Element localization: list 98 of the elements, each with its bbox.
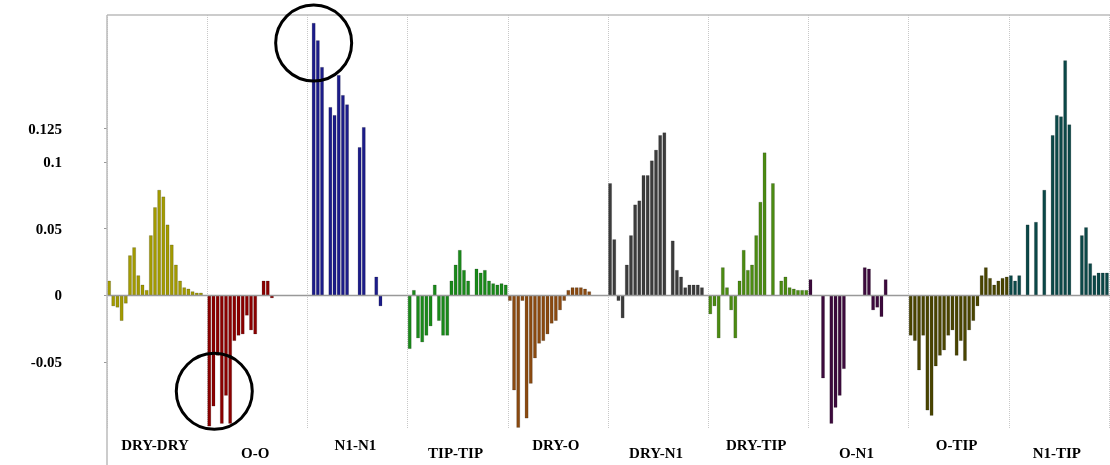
bar — [917, 295, 921, 371]
bar — [1034, 222, 1038, 296]
bar — [700, 287, 704, 296]
x-tick-label: DRY-TIP — [725, 436, 787, 453]
bar — [800, 290, 804, 296]
bar — [783, 276, 788, 296]
bar — [796, 290, 800, 296]
bar — [240, 295, 245, 335]
bar — [270, 295, 274, 299]
bar — [583, 288, 587, 296]
bar — [808, 279, 813, 296]
bar — [328, 107, 333, 296]
bar — [691, 284, 696, 296]
bar — [633, 204, 637, 296]
bar — [954, 295, 959, 356]
bar — [249, 295, 253, 331]
bar — [608, 183, 612, 296]
bar — [670, 240, 675, 296]
bar — [1096, 272, 1101, 296]
bar — [929, 295, 934, 416]
bar — [516, 295, 521, 428]
x-tick-label: O-O — [241, 444, 270, 461]
x-tick-label: N1-N1 — [334, 436, 377, 453]
bar — [378, 295, 383, 307]
x-tick-label: N1-TIP — [1032, 444, 1081, 461]
bar — [412, 290, 416, 296]
bar — [491, 283, 495, 296]
x-tick-label: DRY-N1 — [629, 444, 683, 461]
bar — [445, 295, 450, 336]
bar — [1100, 272, 1105, 296]
x-tick-label: DRY-DRY — [121, 436, 189, 453]
y-tick-label: 0.125 — [28, 120, 62, 137]
bar — [620, 295, 625, 319]
bar — [261, 280, 266, 296]
bar — [1025, 224, 1030, 296]
y-tick-label: 0 — [54, 287, 62, 304]
bar — [641, 175, 646, 296]
bar — [361, 127, 366, 296]
bar — [741, 250, 746, 296]
y-tick-label: 0.1 — [43, 153, 62, 170]
x-tick-label: O-N1 — [838, 444, 874, 461]
bar — [829, 295, 834, 424]
bar — [721, 267, 725, 296]
bar — [574, 287, 579, 296]
bar — [265, 280, 270, 296]
bar — [194, 292, 199, 296]
y-tick-label: 0.05 — [35, 220, 62, 237]
bar — [867, 268, 871, 296]
bar — [111, 295, 116, 307]
x-tick-label: DRY-O — [532, 436, 580, 453]
bar — [1000, 278, 1005, 296]
bar — [570, 287, 575, 296]
bar — [687, 284, 692, 296]
bar — [495, 284, 500, 296]
bar — [119, 295, 124, 321]
bar — [1042, 189, 1047, 296]
bar — [478, 272, 483, 296]
bar — [695, 284, 700, 296]
bar — [762, 152, 767, 296]
bar — [474, 268, 479, 296]
bar — [963, 295, 967, 361]
bar — [253, 295, 257, 335]
bar — [441, 295, 445, 336]
bar — [996, 280, 1001, 296]
bar — [716, 295, 721, 339]
bar — [416, 295, 420, 339]
x-tick-label: O-TIP — [935, 436, 978, 453]
bar — [1084, 227, 1088, 296]
bar — [862, 267, 867, 296]
bar — [207, 295, 212, 427]
bar — [374, 276, 379, 296]
bar — [1105, 272, 1109, 296]
bar — [821, 295, 825, 379]
bar — [1017, 275, 1022, 296]
bar — [499, 283, 504, 296]
bar — [524, 295, 529, 419]
bar — [771, 183, 775, 296]
bar — [566, 290, 571, 296]
bar — [199, 292, 203, 296]
bar — [503, 284, 508, 296]
bar — [579, 287, 583, 296]
bar — [871, 295, 875, 311]
bar — [311, 23, 316, 296]
bar — [432, 284, 437, 296]
bar — [1004, 276, 1009, 296]
bar — [662, 132, 667, 296]
y-tick-label: -0.05 — [30, 354, 62, 371]
bar — [587, 291, 591, 296]
bar — [186, 288, 191, 296]
bar — [407, 295, 412, 349]
bar — [779, 280, 784, 296]
bar — [336, 75, 341, 296]
bar — [190, 291, 195, 296]
bar — [708, 295, 713, 315]
x-tick-label: TIP-TIP — [428, 444, 484, 461]
bar — [1009, 275, 1013, 296]
bar — [132, 247, 136, 296]
bar — [541, 295, 546, 341]
